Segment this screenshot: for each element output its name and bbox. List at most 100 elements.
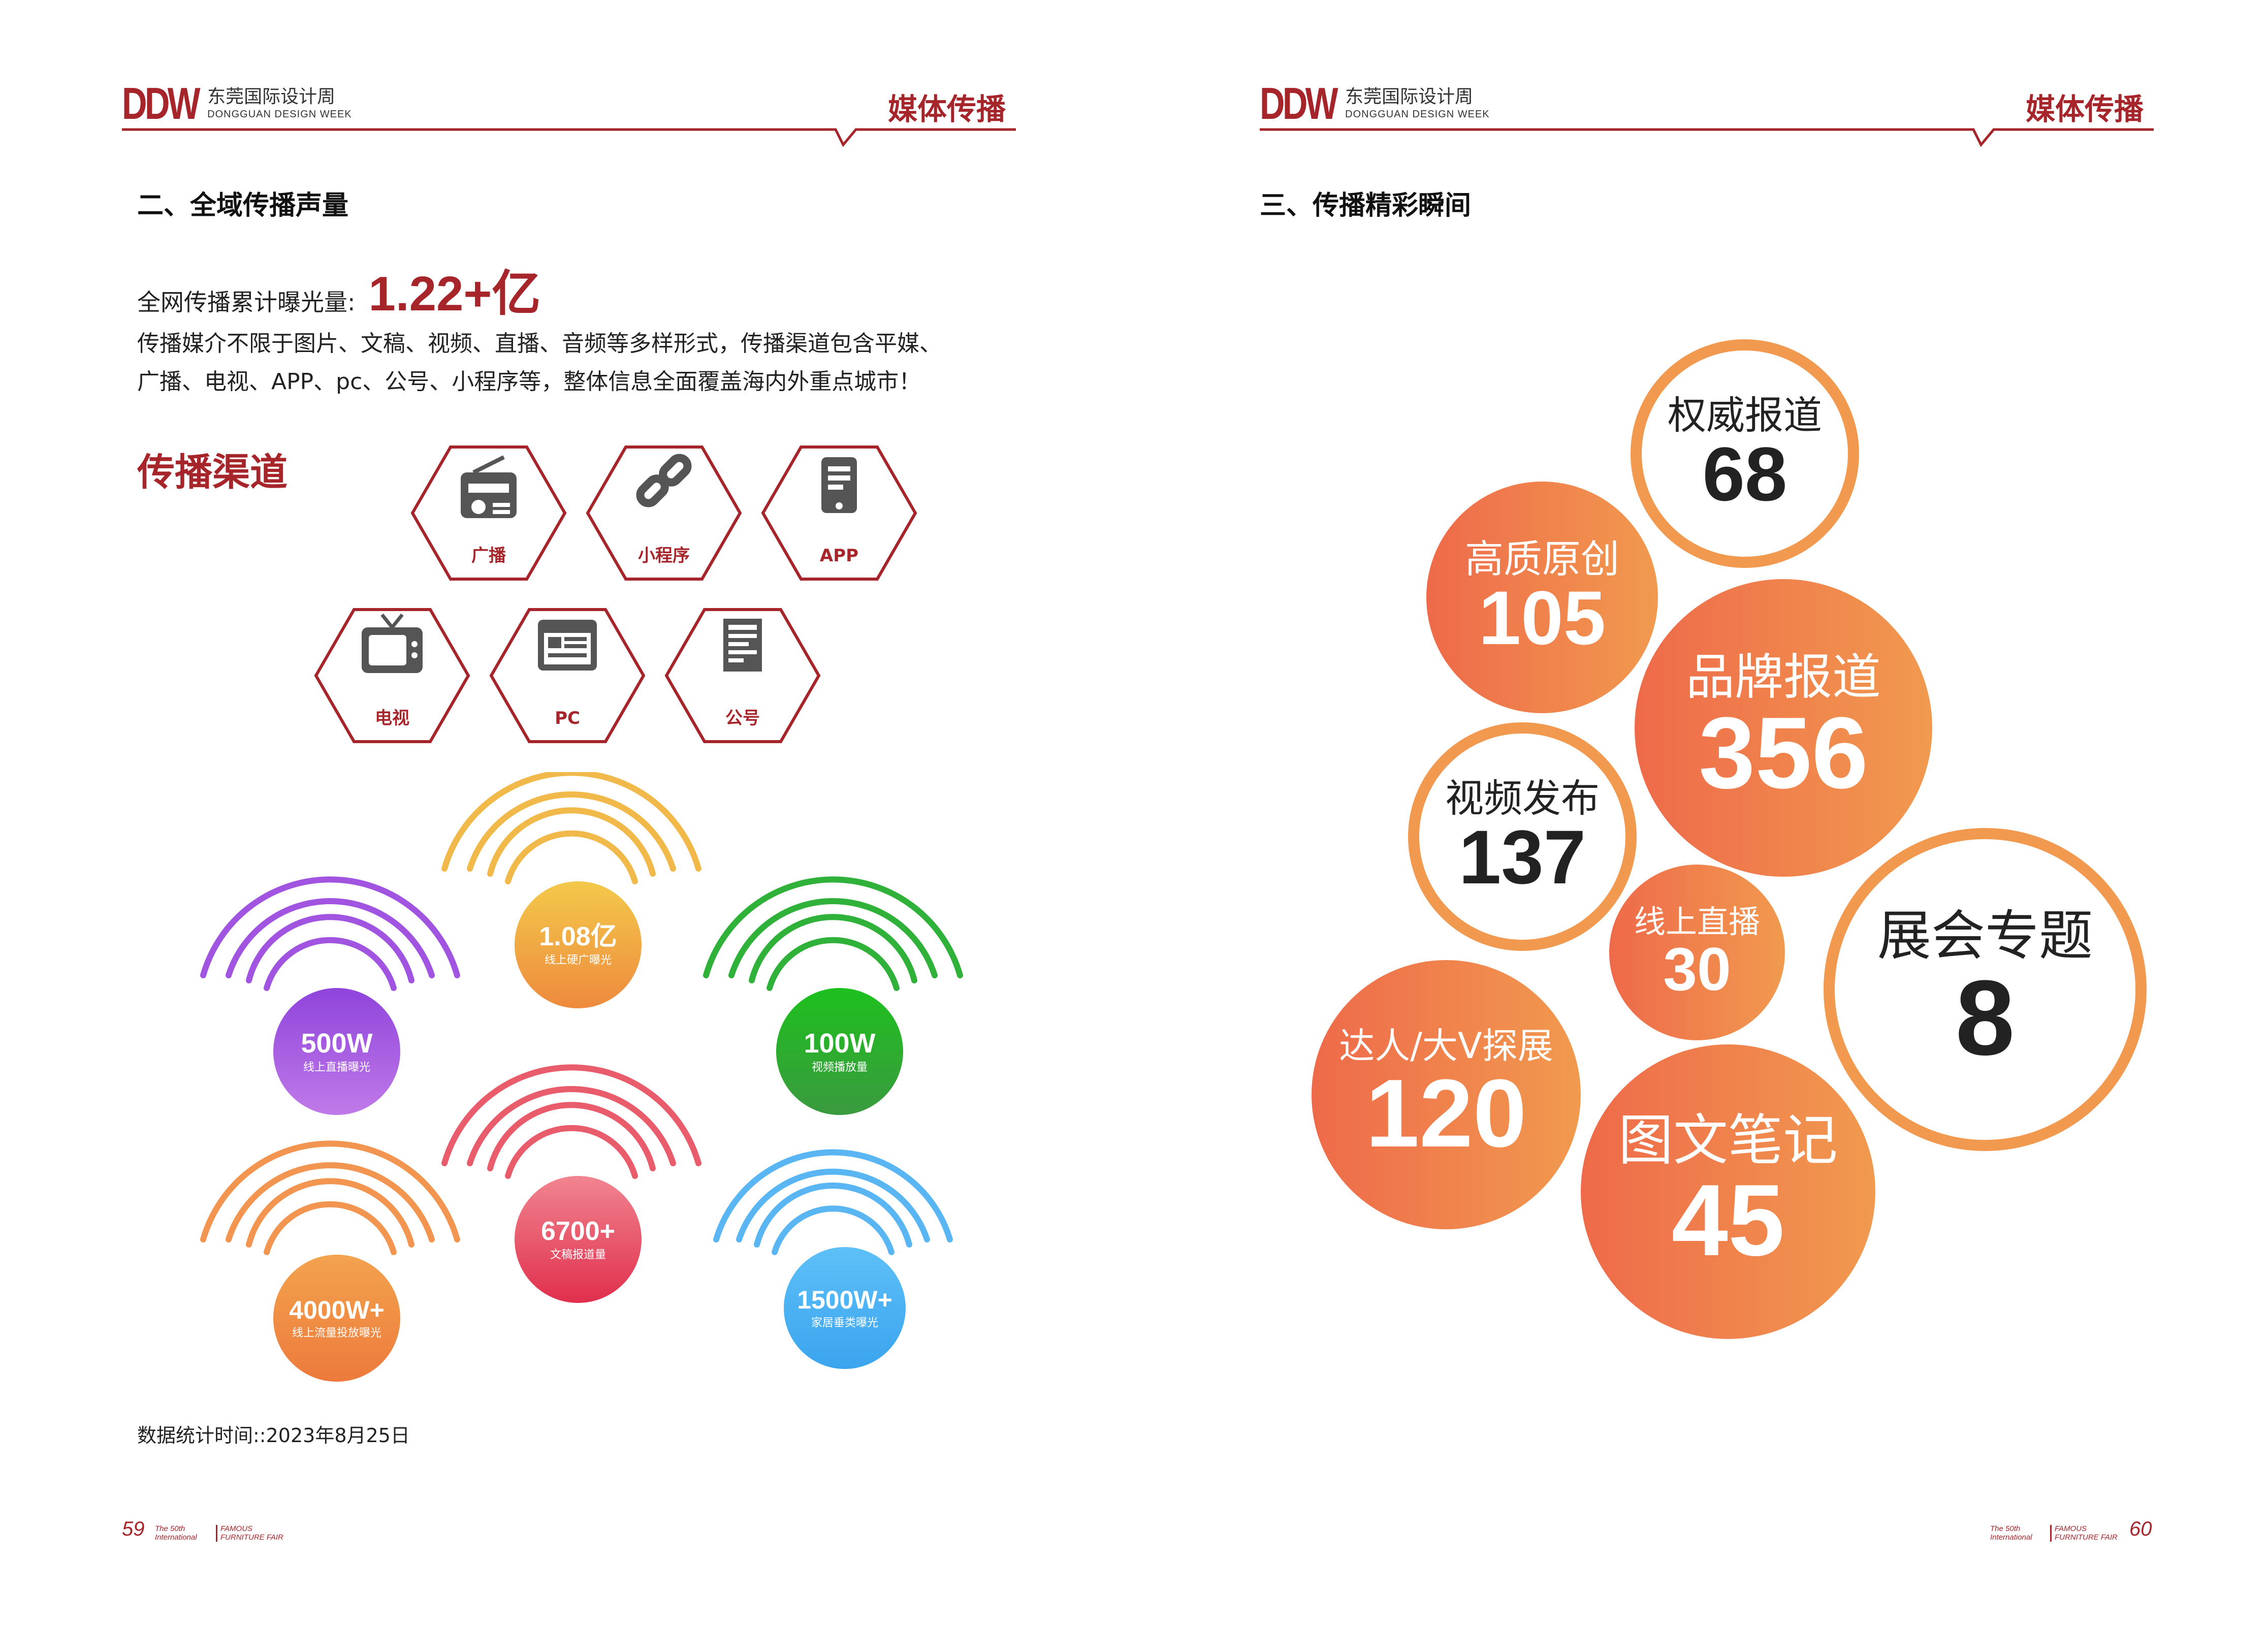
bubble-label: 品牌报道	[1686, 648, 1881, 706]
link-icon	[636, 454, 692, 507]
stat-caption: 线上流量投放曝光	[292, 1327, 381, 1340]
bubble-live-streams: 线上直播 30	[1609, 865, 1785, 1040]
stat-value: 1500W+	[797, 1286, 892, 1314]
tv-icon	[362, 613, 423, 673]
channel-tv[interactable]: 电视	[316, 610, 468, 742]
stat-caption: 视频播放量	[811, 1061, 868, 1074]
fair-line-1: The 50th	[1990, 1524, 2021, 1533]
fair-logo-right: FAMOUS FURNITURE FAIR	[2050, 1524, 2118, 1542]
stat-articles: 6700+ 文稿报道量	[515, 1176, 642, 1303]
bubble-label: 高质原创	[1465, 536, 1619, 582]
logo-mark: DDW	[1260, 78, 1338, 129]
channel-radio[interactable]: 广播	[412, 447, 565, 579]
signal-waves-green	[703, 876, 963, 991]
stats-waves	[200, 772, 963, 1255]
logo-en: DONGGUAN DESIGN WEEK	[1345, 109, 1490, 120]
bubble-value: 68	[1702, 431, 1787, 517]
fair-line-2: International	[1990, 1533, 2032, 1542]
stat-caption: 家居垂类曝光	[811, 1317, 878, 1329]
stat-online-ads: 1.08亿 线上硬广曝光	[515, 881, 642, 1008]
fair-line-4: FURNITURE FAIR	[2055, 1533, 2118, 1542]
page-number: 59	[122, 1518, 145, 1540]
browser-window-icon	[538, 620, 597, 671]
logo-cn: 东莞国际设计周	[1345, 86, 1474, 107]
stat-caption: 线上硬广曝光	[544, 954, 612, 967]
section-tag: 媒体传播	[2026, 92, 2144, 126]
bubble-value: 30	[1663, 935, 1731, 1003]
channels-title: 传播渠道	[137, 451, 288, 494]
stat-caption: 线上直播曝光	[303, 1061, 370, 1074]
logo-en: DONGGUAN DESIGN WEEK	[207, 109, 352, 120]
fair-logo: The 50th International	[155, 1524, 197, 1542]
section-heading: 三、传播精彩瞬间	[1260, 190, 1472, 221]
bubble-expo-features: 展会专题 8	[1824, 828, 2147, 1151]
header-rule	[1260, 128, 2154, 147]
radio-icon	[461, 455, 517, 518]
bubble-image-text-notes: 图文笔记 45	[1581, 1044, 1875, 1339]
page-number: 60	[2129, 1518, 2152, 1540]
intro-line-1: 传播媒介不限于图片、文稿、视频、直播、音频等多样形式，传播渠道包含平媒、	[137, 331, 942, 357]
stat-value: 4000W+	[289, 1296, 385, 1324]
signal-waves-yellow	[441, 772, 701, 884]
bubble-label: 达人/大V探展	[1339, 1025, 1553, 1067]
stat-value: 100W	[804, 1028, 876, 1059]
channel-label: 公号	[725, 708, 760, 728]
section-heading: 二、全域传播声量	[137, 190, 349, 221]
channel-app[interactable]: APP	[763, 447, 915, 579]
bubble-value: 356	[1699, 696, 1868, 810]
fair-logo-right: FAMOUS FURNITURE FAIR	[216, 1524, 283, 1542]
channel-mini-program[interactable]: 小程序	[588, 447, 740, 579]
data-date-note: 数据统计时间::2023年8月25日	[137, 1424, 410, 1447]
article-icon	[723, 619, 762, 672]
bubble-value: 45	[1671, 1163, 1785, 1277]
stat-traffic-placement: 4000W+ 线上流量投放曝光	[273, 1255, 400, 1382]
bubble-authoritative-reports: 权威报道 68	[1631, 339, 1859, 568]
channel-label: 广播	[471, 546, 506, 566]
exposure-value: 1.22+亿	[368, 267, 541, 321]
fair-line-1: The 50th	[155, 1524, 185, 1533]
ddw-logo: DDW 东莞国际设计周 DONGGUAN DESIGN WEEK	[122, 81, 352, 126]
stat-furniture-vertical: 1500W+ 家居垂类曝光	[784, 1247, 906, 1369]
bubble-influencer-visits: 达人/大V探展 120	[1312, 960, 1581, 1229]
channel-official-account[interactable]: 公号	[666, 610, 819, 742]
fair-line-4: FURNITURE FAIR	[220, 1533, 283, 1542]
bubble-value: 137	[1458, 814, 1586, 900]
bubble-value: 120	[1365, 1059, 1527, 1167]
exposure-label: 全网传播累计曝光量:	[137, 289, 356, 316]
channel-label: PC	[555, 708, 580, 728]
bubble-value: 105	[1478, 575, 1606, 660]
stat-value: 1.08亿	[539, 922, 617, 951]
channel-label: 小程序	[638, 546, 690, 566]
intro-line-2: 广播、电视、APP、pc、公号、小程序等，整体信息全面覆盖海内外重点城市！	[137, 368, 921, 395]
signal-waves-red	[441, 1064, 701, 1179]
channel-pc[interactable]: PC	[491, 610, 644, 742]
bubble-label: 图文笔记	[1618, 1109, 1838, 1173]
intro-paragraph: 传播媒介不限于图片、文稿、视频、直播、音频等多样形式，传播渠道包含平媒、 广播、…	[137, 325, 942, 401]
fair-line-3: FAMOUS	[2055, 1524, 2087, 1533]
stat-video-plays: 100W 视频播放量	[776, 988, 903, 1115]
fair-line-3: FAMOUS	[220, 1524, 253, 1533]
stat-value: 6700+	[540, 1217, 616, 1246]
channels-hex-grid: 广播 小程序 APP	[305, 437, 945, 752]
bubble-label: 权威报道	[1668, 393, 1822, 438]
bubble-label: 线上直播	[1634, 903, 1760, 941]
channel-label: 电视	[375, 708, 409, 728]
bubble-brand-reports: 品牌报道 356	[1635, 579, 1932, 877]
fair-logo: The 50th International	[1990, 1524, 2032, 1542]
signal-waves-blue	[713, 1149, 953, 1255]
bubble-original-content: 高质原创 105	[1426, 482, 1658, 713]
signal-waves-purple	[200, 876, 460, 991]
section-tag: 媒体传播	[888, 92, 1006, 126]
header-rule	[122, 128, 1016, 147]
stat-value: 500W	[301, 1028, 373, 1059]
bubble-value: 8	[1955, 958, 2015, 1077]
exposure-row: 全网传播累计曝光量: 1.22+亿	[137, 254, 540, 325]
fair-line-2: International	[155, 1533, 197, 1542]
channel-label: APP	[820, 546, 858, 566]
mobile-app-icon	[821, 457, 857, 513]
bubble-label: 视频发布	[1445, 776, 1600, 821]
bubble-label: 展会专题	[1877, 905, 2093, 968]
stat-caption: 文稿报道量	[550, 1249, 606, 1261]
logo-cn: 东莞国际设计周	[207, 86, 336, 107]
ddw-logo: DDW 东莞国际设计周 DONGGUAN DESIGN WEEK	[1260, 81, 1490, 126]
